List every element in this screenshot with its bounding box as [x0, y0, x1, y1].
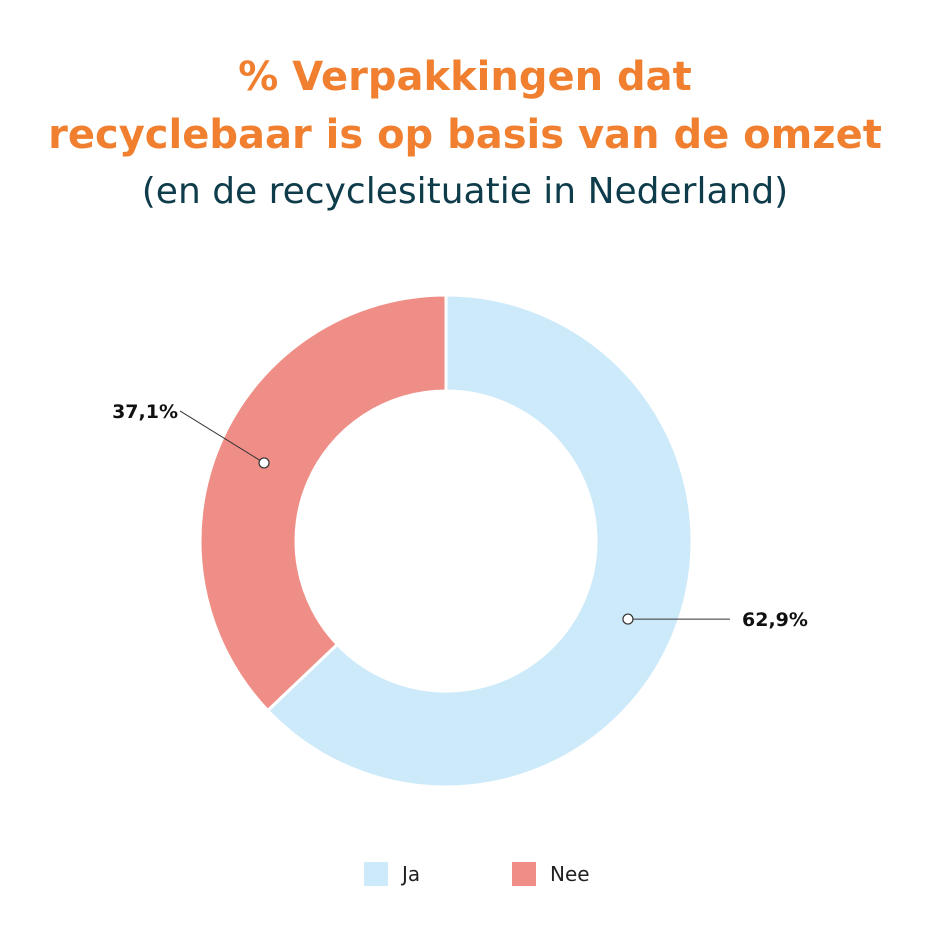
- leader-line-nee: [179, 410, 265, 464]
- chart-subtitle: (en de recyclesituatie in Nederland): [141, 171, 789, 212]
- donut-slice-ja: [265, 293, 694, 789]
- data-label-ja: 62,9%: [742, 609, 808, 631]
- legend-item-ja: Ja: [364, 862, 420, 886]
- data-label-nee: 37,1%: [112, 401, 178, 423]
- legend-item-nee: Nee: [512, 862, 590, 886]
- legend-swatch-nee: [512, 862, 536, 886]
- leader-dot-ja: [622, 613, 634, 625]
- chart-legend: Ja Nee: [0, 862, 930, 892]
- donut-slice-nee: [198, 293, 448, 713]
- legend-label-ja: Ja: [402, 862, 421, 886]
- legend-label-nee: Nee: [550, 862, 590, 886]
- chart-title-line-2: recyclebaar is op basis van de omzet: [48, 112, 882, 158]
- chart-title-line-1: % Verpakkingen dat: [238, 54, 692, 100]
- chart-title-block: % Verpakkingen dat recyclebaar is op bas…: [0, 48, 930, 220]
- legend-swatch-ja: [364, 862, 388, 886]
- leader-dot-nee: [258, 457, 270, 469]
